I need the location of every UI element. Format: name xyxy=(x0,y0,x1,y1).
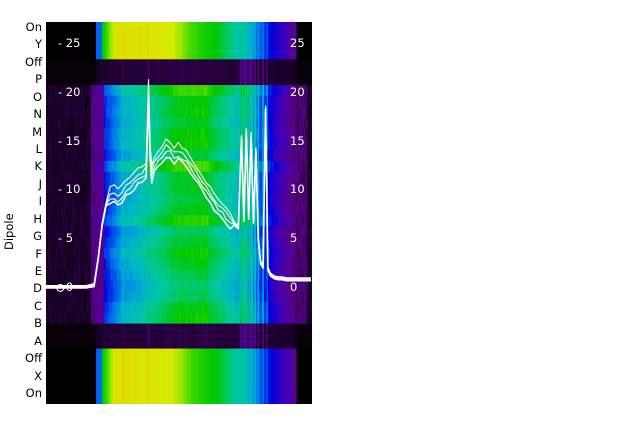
category-label-left-7: L xyxy=(35,142,42,156)
category-label-left-1: Y xyxy=(34,37,42,52)
category-label-left-19: Off xyxy=(25,351,42,366)
category-label-left-17: B xyxy=(34,316,42,331)
category-label-left-21: On xyxy=(25,386,42,400)
category-label-left-10: I xyxy=(38,194,42,209)
overlay-traces-X xyxy=(46,79,312,292)
ytick-inside-X-10: - 10 xyxy=(58,182,81,197)
category-label-left-13: F xyxy=(35,246,42,261)
ytick-inside-X-20: - 20 xyxy=(58,84,81,99)
x-axis-X xyxy=(46,406,312,428)
category-label-left-4: O xyxy=(32,89,42,104)
ytick-inside-right-X-5: 5 xyxy=(290,231,298,246)
category-label-left-5: N xyxy=(33,107,42,122)
category-label-left-12: G xyxy=(33,229,42,244)
category-label-left-6: M xyxy=(32,124,42,139)
ytick-inside-right-X-0: 0 xyxy=(290,280,298,294)
category-label-left-20: X xyxy=(34,368,42,383)
category-label-left-8: K xyxy=(34,159,42,174)
ytick-inside-X-15: - 15 xyxy=(58,133,81,148)
ytick-inside-X-5: - 5 xyxy=(58,231,74,246)
heatmap-panel-X xyxy=(46,22,312,404)
category-label-left-16: C xyxy=(33,298,42,313)
category-label-left-18: A xyxy=(34,333,42,348)
category-label-left-14: E xyxy=(34,264,42,278)
category-axis-left: On Y Off P O N M L K J I H G F E D C B A Off X On xyxy=(8,20,42,404)
ytick-inside-right-X-20: 20 xyxy=(290,84,305,99)
category-label-left-11: H xyxy=(33,211,42,226)
category-label-left-3: P xyxy=(35,72,42,87)
category-label-left-15: D xyxy=(33,281,42,296)
ytick-inside-right-X-25: 25 xyxy=(290,36,305,50)
ytick-inside-X-0: - 0 xyxy=(58,280,74,294)
category-label-left-2: Off xyxy=(25,54,42,69)
ytick-inside-right-X-15: 15 xyxy=(290,133,305,148)
ytick-inside-X-25: - 25 xyxy=(58,36,81,50)
ytick-inside-right-X-10: 10 xyxy=(290,182,305,197)
category-label-left-9: J xyxy=(38,176,42,191)
category-label-left-0: On xyxy=(25,20,42,34)
